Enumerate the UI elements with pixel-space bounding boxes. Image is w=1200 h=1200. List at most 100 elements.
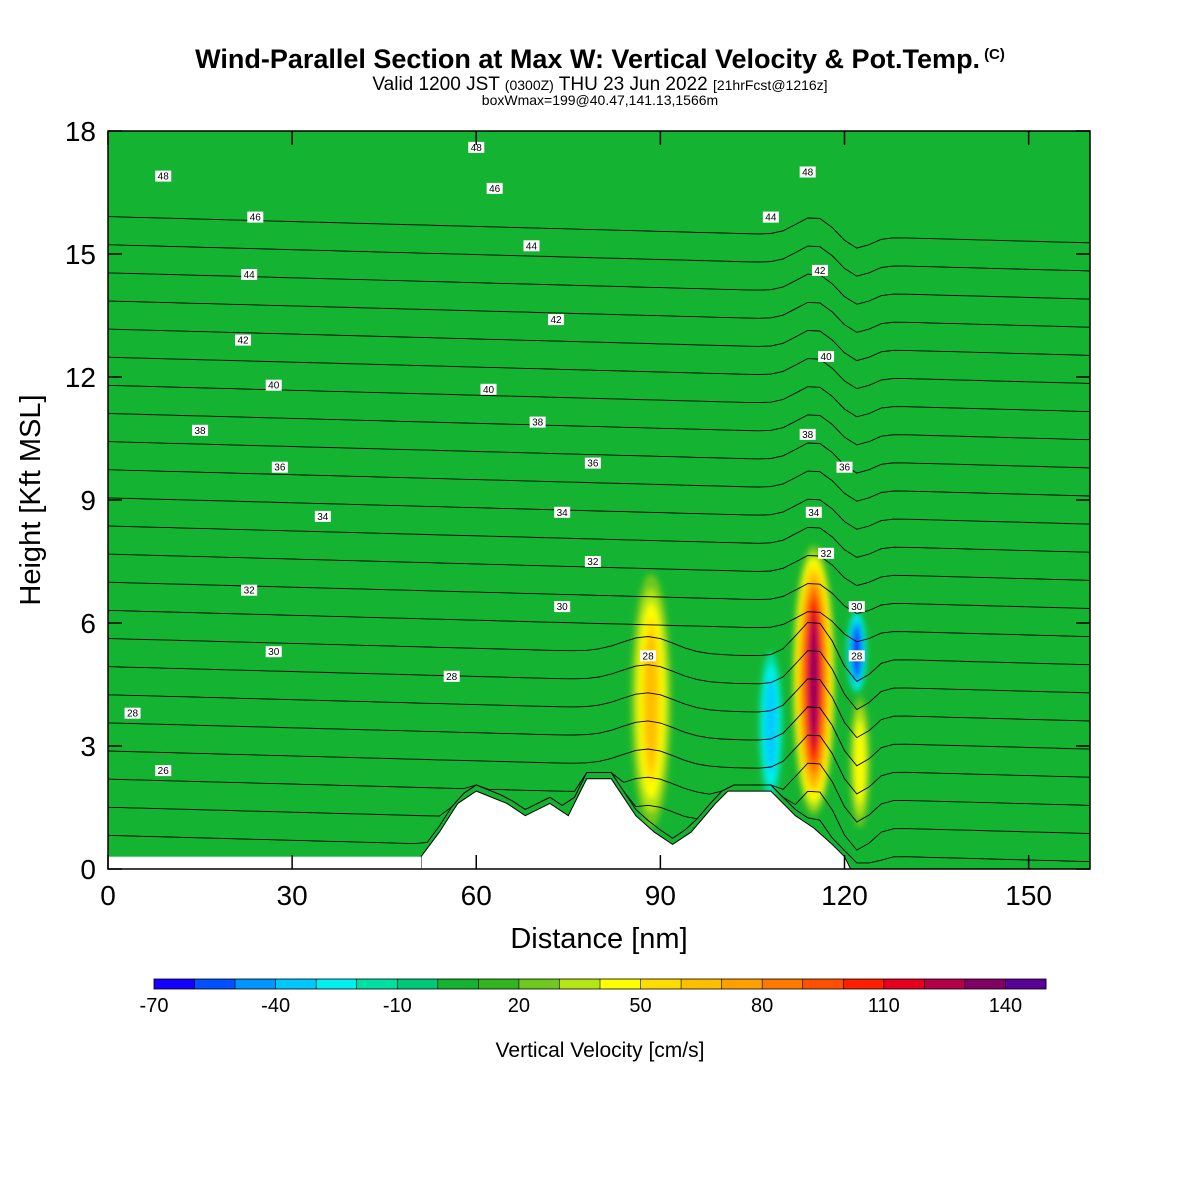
theta-label: 46 [247, 211, 264, 224]
theta-label-text: 42 [814, 266, 826, 277]
theta-label-bg [811, 264, 828, 276]
theta-label-bg [799, 166, 816, 178]
theta-isoline [108, 272, 1090, 305]
colorbar-tick-label: -10 [383, 995, 412, 1017]
y-tick-label: 12 [65, 362, 96, 393]
theta-label: 42 [548, 314, 565, 326]
velocity-core-band [855, 720, 865, 805]
x-axis-label: Distance [nm] [510, 923, 687, 955]
theta-label: 32 [241, 584, 258, 597]
valid-date: THU 23 Jun 2022 [558, 74, 708, 95]
copyright-mark: (C) [984, 46, 1005, 63]
colorbar-swatch [964, 979, 1006, 989]
colorbar-swatch [1005, 979, 1047, 989]
theta-isoline [108, 762, 1090, 823]
theta-label-bg [584, 457, 601, 469]
x-tick-label: 90 [645, 880, 676, 911]
theta-label: 28 [443, 670, 460, 683]
theta-isoline [108, 525, 1090, 558]
theta-label: 38 [192, 424, 209, 437]
theta-isoline [108, 497, 1090, 530]
colorbar-tick-label: 80 [751, 995, 773, 1017]
terrain-low-left [108, 856, 422, 869]
theta-label: 32 [584, 556, 601, 568]
chart-subtitle: Valid 1200 JST (0300Z) THU 23 Jun 2022 [… [0, 74, 1200, 96]
theta-label-bg [265, 379, 282, 391]
theta-label-bg [818, 547, 835, 559]
theta-label-bg [554, 601, 571, 613]
theta-label-bg [836, 461, 853, 473]
y-tick-label: 18 [65, 116, 96, 147]
theta-label-text: 36 [587, 459, 599, 470]
theta-label-bg [805, 506, 822, 518]
theta-label: 48 [799, 166, 816, 179]
theta-label-text: 44 [526, 241, 538, 252]
theta-label-text: 38 [802, 430, 814, 441]
colorbar-swatch [600, 979, 642, 989]
box-info: boxWmax=199@40.47,141.13,1566m [481, 92, 719, 108]
theta-label-bg [235, 334, 252, 346]
theta-isoline [108, 441, 1090, 474]
colorbar-tick-label: 20 [508, 995, 530, 1017]
theta-label: 28 [848, 650, 865, 662]
colorbar-swatch [275, 979, 317, 989]
theta-label-bg [584, 556, 601, 567]
chart-title-text: Wind-Parallel Section at Max W: Vertical… [195, 44, 981, 74]
theta-label-bg [818, 351, 835, 362]
colorbar-swatch [559, 979, 601, 989]
theta-label-bg [241, 269, 258, 280]
theta-label: 42 [235, 334, 252, 347]
theta-label-bg [640, 650, 657, 662]
theta-label-text: 44 [765, 213, 777, 224]
theta-isoline [108, 734, 1090, 795]
theta-label-text: 36 [839, 463, 851, 474]
theta-label-bg [848, 601, 865, 613]
colorbar-swatch [316, 979, 358, 989]
theta-label: 32 [818, 547, 835, 560]
theta-label-bg [241, 584, 258, 596]
x-tick-label: 30 [277, 880, 308, 911]
theta-label: 36 [271, 461, 288, 474]
theta-isoline [108, 678, 1090, 739]
colorbar-swatch [640, 979, 682, 989]
colorbar-tick-label: 140 [989, 995, 1022, 1017]
y-tick-label: 0 [80, 854, 96, 885]
theta-label-text: 32 [821, 549, 833, 560]
theta-label-text: 30 [557, 602, 569, 613]
theta-isoline [108, 244, 1090, 277]
theta-label-bg [480, 383, 497, 395]
colorbar-tick-label: 50 [629, 995, 651, 1017]
colorbar-swatch [802, 979, 844, 989]
theta-label: 44 [523, 240, 540, 252]
theta-label: 34 [805, 506, 822, 519]
colorbar-swatch [437, 979, 479, 989]
theta-label: 46 [486, 182, 503, 195]
colorbar: -70 -40 -10 20 50 80 110 140 [140, 978, 1047, 1017]
theta-label-text: 48 [158, 172, 170, 183]
velocity-core-band [645, 632, 657, 769]
theta-label-text: 46 [250, 213, 262, 224]
terrain-profile [108, 778, 852, 869]
colorbar-swatch [681, 979, 723, 989]
theta-label-text: 34 [808, 508, 820, 519]
colorbar-swatch [883, 979, 925, 989]
theta-label: 40 [480, 383, 497, 396]
theta-label-bg [468, 141, 485, 153]
theta-label-text: 32 [587, 557, 599, 568]
theta-label-bg [247, 211, 264, 223]
theta-label-bg [486, 182, 503, 194]
colorbar-swatch [154, 979, 196, 989]
y-axis-label: Height [Kft MSL] [15, 394, 47, 605]
theta-isoline [108, 328, 1090, 362]
theta-label: 38 [529, 416, 546, 429]
theta-label-bg [314, 510, 331, 522]
theta-label-text: 28 [446, 672, 458, 683]
x-tick-label: 120 [821, 880, 868, 911]
theta-label-bg [529, 416, 546, 428]
valid-utc: (0300Z) [504, 77, 554, 93]
theta-label: 30 [848, 601, 865, 613]
theta-label: 34 [314, 510, 331, 523]
theta-label-text: 46 [489, 184, 501, 195]
terrain-fill [420, 778, 852, 869]
